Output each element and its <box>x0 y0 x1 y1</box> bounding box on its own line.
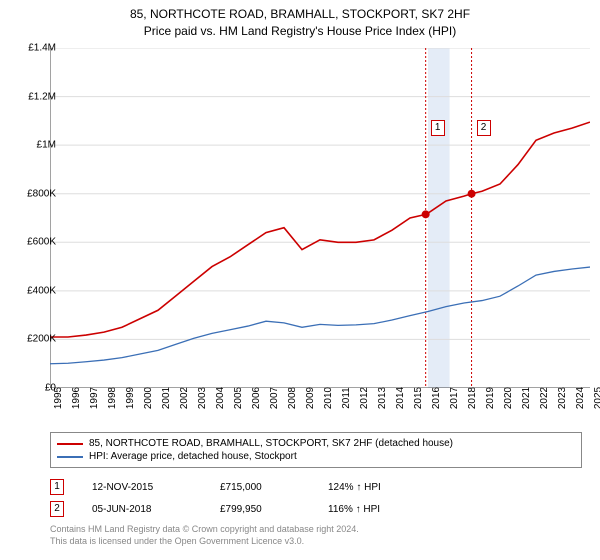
y-tick-label: £800K <box>12 188 56 199</box>
transaction-hpi: 116% ↑ HPI <box>328 504 380 515</box>
x-tick-label: 2009 <box>305 387 316 409</box>
x-tick-label: 2006 <box>251 387 262 409</box>
x-tick-label: 2022 <box>539 387 550 409</box>
annotation-box: 1 <box>431 120 445 136</box>
y-tick-label: £0 <box>12 383 56 394</box>
footer-attribution: Contains HM Land Registry data © Crown c… <box>50 524 359 547</box>
x-tick-label: 2020 <box>503 387 514 409</box>
legend-swatch <box>57 443 83 445</box>
chart-area <box>50 48 590 388</box>
transaction-price: £799,950 <box>220 504 300 515</box>
legend-item: HPI: Average price, detached house, Stoc… <box>57 450 575 463</box>
chart-title: 85, NORTHCOTE ROAD, BRAMHALL, STOCKPORT,… <box>0 0 600 40</box>
transaction-table: 1 12-NOV-2015 £715,000 124% ↑ HPI 2 05-J… <box>50 476 381 520</box>
x-tick-label: 2010 <box>323 387 334 409</box>
transaction-date: 12-NOV-2015 <box>92 482 192 493</box>
x-tick-label: 2024 <box>575 387 586 409</box>
y-tick-label: £600K <box>12 237 56 248</box>
x-tick-label: 2005 <box>233 387 244 409</box>
x-tick-label: 2003 <box>197 387 208 409</box>
x-tick-label: 1996 <box>71 387 82 409</box>
footer-line-2: This data is licensed under the Open Gov… <box>50 536 359 548</box>
x-tick-label: 1997 <box>89 387 100 409</box>
transaction-number-box: 2 <box>50 501 64 517</box>
y-tick-label: £200K <box>12 334 56 345</box>
chart-svg <box>50 48 590 388</box>
y-tick-label: £1.2M <box>12 91 56 102</box>
x-tick-label: 2014 <box>395 387 406 409</box>
x-tick-label: 2021 <box>521 387 532 409</box>
y-tick-label: £400K <box>12 285 56 296</box>
legend: 85, NORTHCOTE ROAD, BRAMHALL, STOCKPORT,… <box>50 432 582 468</box>
x-tick-label: 2016 <box>431 387 442 409</box>
title-line-1: 85, NORTHCOTE ROAD, BRAMHALL, STOCKPORT,… <box>0 6 600 23</box>
x-tick-label: 1995 <box>53 387 64 409</box>
x-tick-label: 2023 <box>557 387 568 409</box>
x-tick-label: 2013 <box>377 387 388 409</box>
transaction-date: 05-JUN-2018 <box>92 504 192 515</box>
x-tick-label: 2008 <box>287 387 298 409</box>
x-tick-label: 2017 <box>449 387 460 409</box>
x-tick-label: 2019 <box>485 387 496 409</box>
transaction-price: £715,000 <box>220 482 300 493</box>
x-tick-label: 2001 <box>161 387 172 409</box>
legend-label: 85, NORTHCOTE ROAD, BRAMHALL, STOCKPORT,… <box>89 438 453 449</box>
x-tick-label: 2018 <box>467 387 478 409</box>
x-tick-label: 1999 <box>125 387 136 409</box>
x-tick-label: 2015 <box>413 387 424 409</box>
x-tick-label: 2025 <box>593 387 600 409</box>
transaction-row: 2 05-JUN-2018 £799,950 116% ↑ HPI <box>50 498 381 520</box>
transaction-row: 1 12-NOV-2015 £715,000 124% ↑ HPI <box>50 476 381 498</box>
annotation-box: 2 <box>477 120 491 136</box>
title-line-2: Price paid vs. HM Land Registry's House … <box>0 23 600 40</box>
legend-item: 85, NORTHCOTE ROAD, BRAMHALL, STOCKPORT,… <box>57 437 575 450</box>
y-tick-label: £1.4M <box>12 43 56 54</box>
x-tick-label: 2002 <box>179 387 190 409</box>
legend-label: HPI: Average price, detached house, Stoc… <box>89 451 297 462</box>
x-tick-label: 2004 <box>215 387 226 409</box>
transaction-number-box: 1 <box>50 479 64 495</box>
x-tick-label: 2012 <box>359 387 370 409</box>
footer-line-1: Contains HM Land Registry data © Crown c… <box>50 524 359 536</box>
x-tick-label: 1998 <box>107 387 118 409</box>
x-tick-label: 2011 <box>341 387 352 409</box>
legend-swatch <box>57 456 83 458</box>
transaction-hpi: 124% ↑ HPI <box>328 482 381 493</box>
y-tick-label: £1M <box>12 140 56 151</box>
x-tick-label: 2007 <box>269 387 280 409</box>
x-tick-label: 2000 <box>143 387 154 409</box>
